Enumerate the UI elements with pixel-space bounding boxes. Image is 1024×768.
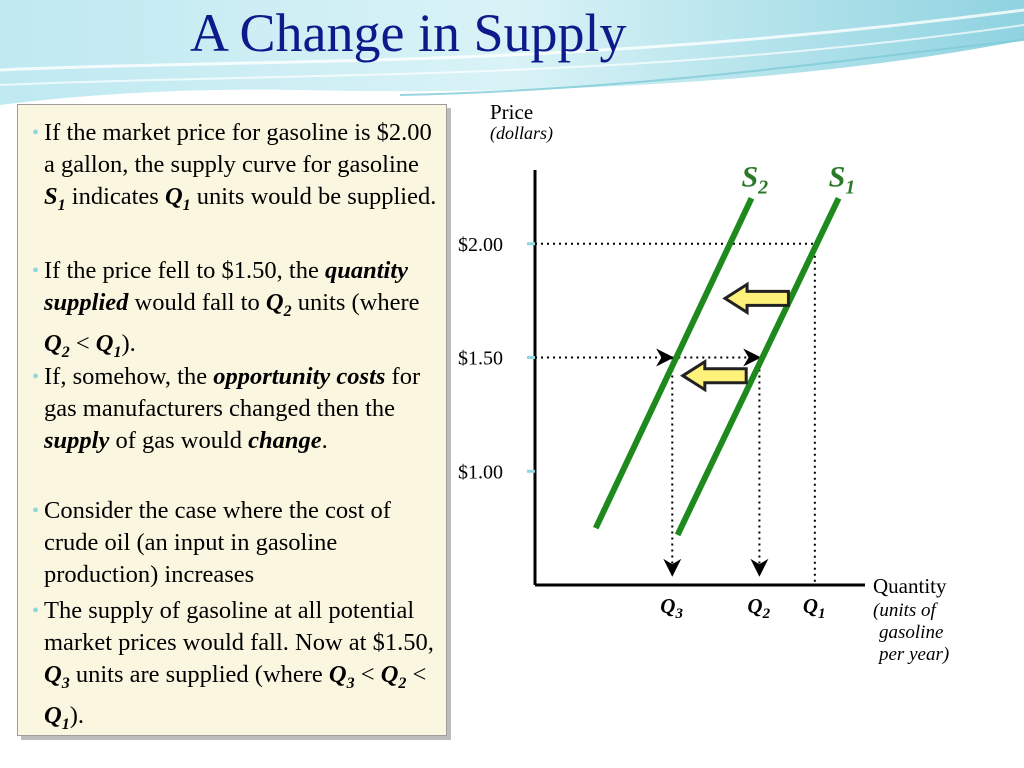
y-axis-label: Price xyxy=(490,100,533,124)
bullet-dot-icon: • xyxy=(32,600,40,622)
supply-curve-line xyxy=(593,196,755,530)
supply-chart: Price(dollars) Quantity(units ofgasolinep… xyxy=(458,100,949,665)
supply-curve-label: S2 xyxy=(741,160,768,198)
x-mark-label: Q1 xyxy=(803,594,826,622)
y-tick-label: $1.50 xyxy=(458,348,503,370)
x-mark-label: Q2 xyxy=(747,594,770,622)
y-tick-label: $1.00 xyxy=(458,461,503,483)
slide-title: A Change in Supply xyxy=(190,3,627,63)
bullet-text: If, somehow, the opportunity costs for g… xyxy=(44,363,421,454)
x-mark-label: Q3 xyxy=(660,594,683,622)
bullet-dot-icon: • xyxy=(32,500,40,522)
bullet-item: • If the market price for gasoline is $2.… xyxy=(32,117,444,222)
bullet-item: • If, somehow, the opportunity costs for … xyxy=(32,361,444,457)
bullet-item: • If the price fell to $1.50, the quantit… xyxy=(32,255,444,369)
y-axis-sublabel: (dollars) xyxy=(490,123,553,144)
text-panel: • If the market price for gasoline is $2.… xyxy=(17,104,447,736)
x-axis-sublabel: per year) xyxy=(877,644,949,665)
x-axis-sublabel: (units of xyxy=(873,600,939,621)
bullet-item: • Consider the case where the cost of cru… xyxy=(32,495,444,591)
supply-curve-label: S1 xyxy=(829,160,856,198)
bullet-dot-icon: • xyxy=(32,260,40,282)
bullet-item: • The supply of gasoline at all potential… xyxy=(32,595,444,741)
bullet-text: If the market price for gasoline is $2.0… xyxy=(44,119,437,214)
supply-curve-line xyxy=(674,196,842,537)
bullet-text: If the price fell to $1.50, the quantity… xyxy=(44,257,420,361)
shift-left-arrow-icon xyxy=(722,281,790,316)
y-tick-label: $2.00 xyxy=(458,234,503,256)
bullet-text: Consider the case where the cost of crud… xyxy=(44,497,391,588)
decorative-banner xyxy=(0,0,1024,105)
shift-left-arrow-icon xyxy=(680,358,748,393)
bullet-dot-icon: • xyxy=(32,122,40,144)
x-axis-sublabel: gasoline xyxy=(879,622,943,643)
x-axis-label: Quantity xyxy=(873,574,947,598)
bullet-text: The supply of gasoline at all potential … xyxy=(44,597,434,733)
bullet-dot-icon: • xyxy=(32,366,40,388)
